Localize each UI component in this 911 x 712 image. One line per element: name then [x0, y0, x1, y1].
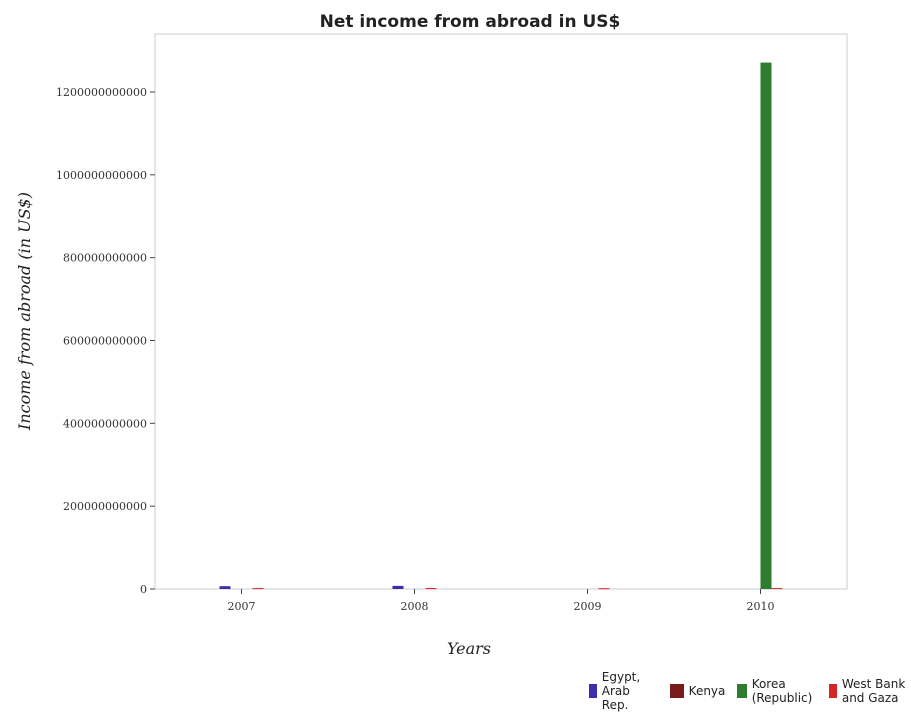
plot-area: 0 200000000000 400000000000 600000000000 800… — [56, 33, 848, 613]
legend-item: Korea (Republic) — [737, 670, 817, 712]
bar — [219, 586, 231, 589]
legend-label: Egypt, Arab Rep. — [601, 670, 641, 712]
y-tick-label: 400000000000 — [63, 417, 147, 430]
x-tick-label: 2007 — [228, 600, 256, 613]
chart-title: Net income from abroad in US$ — [320, 12, 621, 32]
legend-label: West Bank and Gaza — [841, 677, 906, 705]
y-tick-label: 800000000000 — [63, 252, 147, 265]
legend-swatch — [669, 684, 684, 698]
plot-frame — [154, 33, 848, 590]
y-axis-label: Income from abroad (in US$) — [15, 192, 34, 431]
y-tick-label: 200000000000 — [63, 500, 147, 513]
bar — [771, 588, 783, 590]
y-tick-label: 600000000000 — [63, 334, 147, 347]
bar — [598, 588, 610, 590]
legend: Egypt, Arab Rep. Kenya Korea (Republic) Wes… — [589, 670, 911, 712]
legend-label: Kenya — [688, 684, 726, 698]
bar — [392, 585, 404, 589]
x-tick-label: 2009 — [574, 600, 602, 613]
bar — [425, 588, 437, 590]
legend-item: Egypt, Arab Rep. — [589, 670, 658, 712]
x-tick-label: 2010 — [747, 600, 775, 613]
y-tick-label: 1000000000000 — [56, 169, 147, 182]
x-axis-label: Years — [447, 639, 491, 658]
x-tick-label: 2008 — [401, 600, 429, 613]
y-tick-label: 1200000000000 — [56, 86, 147, 99]
legend-swatch — [737, 684, 747, 698]
legend-item: West Bank and Gaza — [829, 670, 911, 712]
legend-item: Kenya — [669, 670, 726, 712]
bar — [760, 62, 772, 589]
legend-swatch — [829, 684, 837, 698]
legend-label: Korea (Republic) — [751, 677, 813, 705]
legend-swatch — [589, 684, 597, 698]
bar — [252, 588, 264, 590]
y-tick-label: 0 — [140, 583, 147, 596]
